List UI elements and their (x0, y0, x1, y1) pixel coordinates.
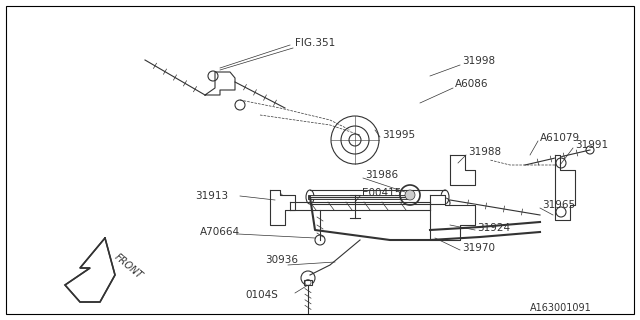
Polygon shape (430, 195, 475, 240)
Text: 31998: 31998 (462, 56, 495, 66)
Text: A6086: A6086 (455, 79, 488, 89)
Text: A70664: A70664 (200, 227, 240, 237)
Text: 31913: 31913 (195, 191, 228, 201)
Text: A61079: A61079 (540, 133, 580, 143)
Text: 30936: 30936 (265, 255, 298, 265)
Circle shape (405, 190, 415, 200)
Ellipse shape (441, 190, 449, 204)
Text: 31924: 31924 (477, 223, 510, 233)
Polygon shape (450, 155, 475, 185)
Text: 31986: 31986 (365, 170, 398, 180)
Text: FRONT: FRONT (112, 252, 144, 281)
Polygon shape (65, 238, 115, 302)
Polygon shape (555, 155, 575, 220)
Text: E00415: E00415 (362, 188, 401, 198)
Polygon shape (205, 72, 235, 95)
Text: 31995: 31995 (382, 130, 415, 140)
Text: 31988: 31988 (468, 147, 501, 157)
Ellipse shape (306, 190, 314, 204)
Text: 31970: 31970 (462, 243, 495, 253)
Text: FIG.351: FIG.351 (295, 38, 335, 48)
Text: 31965: 31965 (542, 200, 575, 210)
Bar (304, 280, 312, 285)
Polygon shape (270, 190, 295, 225)
Text: 31991: 31991 (575, 140, 608, 150)
Text: A163001091: A163001091 (530, 303, 592, 313)
Text: 0104S: 0104S (245, 290, 278, 300)
